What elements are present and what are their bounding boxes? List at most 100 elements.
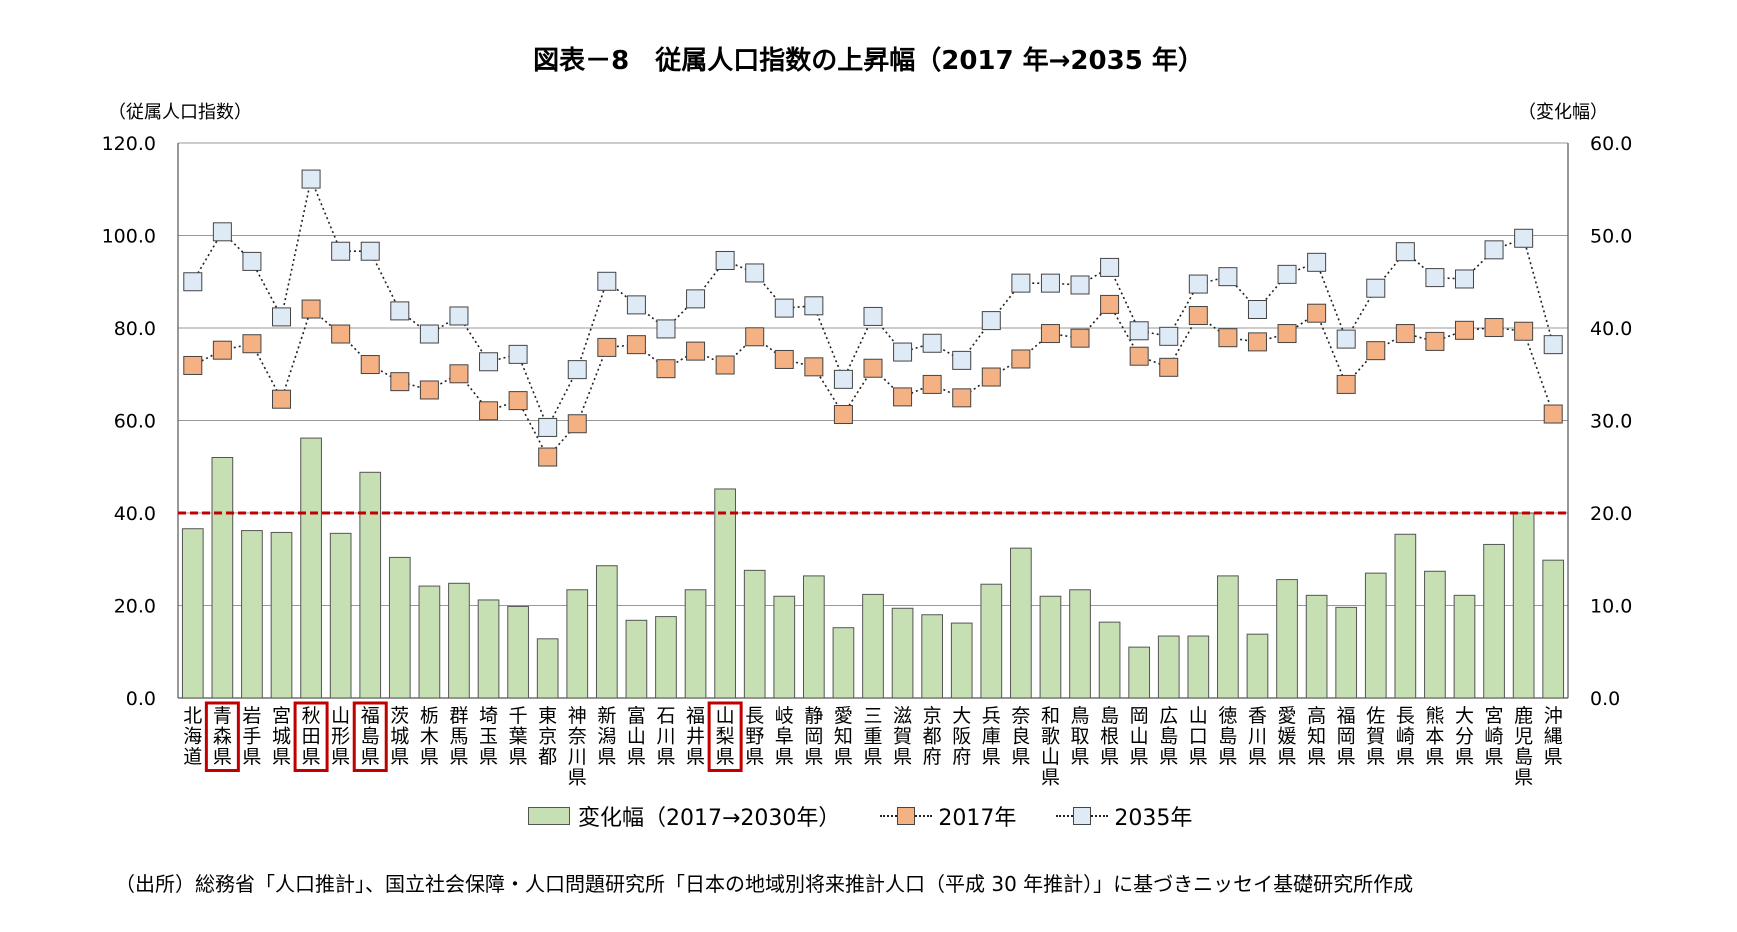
point-marker: [1188, 306, 1208, 326]
point-marker: [745, 263, 765, 283]
point-marker: [1129, 321, 1149, 341]
point-marker: [1425, 331, 1445, 351]
point-marker: [1159, 326, 1179, 346]
point-marker: [567, 414, 587, 434]
point-marker: [183, 272, 203, 292]
category-label: 島根県: [1100, 705, 1119, 768]
category-label: 千葉県: [509, 705, 528, 768]
right-tick-label: 60.0: [1590, 133, 1632, 155]
bar: [1305, 594, 1328, 699]
bar: [1069, 589, 1091, 699]
point-marker: [1425, 268, 1445, 288]
bar: [1335, 606, 1358, 699]
point-marker: [331, 324, 351, 344]
point-marker: [981, 311, 1001, 331]
point-marker: [686, 341, 706, 361]
bar: [329, 532, 352, 699]
point-marker: [981, 367, 1001, 387]
bar: [1512, 512, 1535, 699]
category-label: 神奈川県: [568, 705, 587, 789]
category-label: 栃木県: [420, 705, 439, 768]
point-marker: [656, 319, 676, 339]
point-marker: [952, 388, 972, 408]
point-marker: [1336, 329, 1356, 349]
left-tick-label: 40.0: [114, 503, 156, 525]
point-marker: [804, 296, 824, 316]
category-label: 愛媛県: [1278, 705, 1297, 768]
bar: [980, 583, 1003, 699]
bar: [832, 627, 855, 699]
category-label: 奈良県: [1011, 705, 1030, 768]
point-marker: [1188, 274, 1208, 294]
point-marker: [1543, 404, 1563, 424]
bar: [1364, 572, 1387, 699]
category-label: 茨城県: [390, 705, 409, 768]
point-marker: [863, 358, 883, 378]
point-marker: [301, 299, 321, 319]
bar: [1424, 570, 1446, 699]
category-label: 静岡県: [804, 705, 823, 768]
legend-bar-swatch: [528, 807, 570, 825]
category-label: 京都府: [923, 705, 942, 768]
right-tick-label: 50.0: [1590, 226, 1632, 248]
point-marker: [656, 359, 676, 379]
legend-item-change: 変化幅（2017→2030年）: [528, 800, 840, 832]
bar: [625, 619, 648, 699]
point-marker: [1277, 264, 1297, 284]
right-tick-label: 40.0: [1590, 318, 1632, 340]
highlight-box: [352, 701, 388, 772]
point-marker: [479, 352, 499, 372]
category-label: 兵庫県: [982, 705, 1001, 768]
chart-title: 図表－8 従属人口指数の上昇幅（2017 年→2035 年）: [533, 46, 1204, 76]
legend-2035-swatch: [1056, 807, 1109, 825]
point-marker: [390, 301, 410, 321]
point-marker: [183, 355, 203, 375]
point-marker: [1040, 273, 1060, 293]
point-marker: [597, 337, 617, 357]
point-marker: [686, 289, 706, 309]
point-marker: [893, 342, 913, 362]
left-tick-label: 60.0: [114, 411, 156, 433]
bar: [536, 638, 559, 699]
bar: [388, 556, 411, 699]
point-marker: [1100, 257, 1120, 277]
point-marker: [1247, 332, 1267, 352]
bar: [507, 605, 529, 699]
point-marker: [1307, 303, 1327, 323]
highlight-box: [293, 701, 329, 772]
right-tick-label: 0.0: [1590, 688, 1620, 710]
bar: [1394, 533, 1417, 699]
category-label: 岩手県: [242, 705, 261, 768]
category-label: 東京都: [538, 705, 557, 768]
point-marker: [538, 447, 558, 467]
point-marker: [922, 333, 942, 353]
category-label: 鹿児島県: [1514, 705, 1533, 789]
point-marker: [508, 391, 528, 411]
point-marker: [1395, 324, 1415, 344]
legend-item-2017: 2017年: [880, 800, 1016, 832]
point-marker: [272, 307, 292, 327]
bar: [1276, 579, 1298, 699]
bar: [211, 457, 234, 699]
category-label: 愛知県: [834, 705, 853, 768]
category-label: 和歌山県: [1041, 705, 1060, 789]
point-marker: [1011, 349, 1031, 369]
bar: [566, 589, 589, 699]
legend-2017-swatch: [880, 807, 933, 825]
point-marker: [1070, 328, 1090, 348]
bar: [1187, 635, 1210, 699]
bar: [241, 530, 263, 699]
category-label: 滋賀県: [893, 705, 912, 768]
point-marker: [1307, 252, 1327, 272]
bar: [655, 616, 677, 699]
category-label: 宮崎県: [1485, 705, 1504, 768]
point-marker: [626, 295, 646, 315]
point-marker: [449, 306, 469, 326]
category-label: 大阪府: [952, 705, 971, 768]
point-marker: [272, 389, 292, 409]
bar: [862, 593, 884, 699]
left-tick-label: 0.0: [126, 688, 156, 710]
category-label: 宮城県: [272, 705, 291, 768]
highlight-box: [707, 701, 743, 772]
